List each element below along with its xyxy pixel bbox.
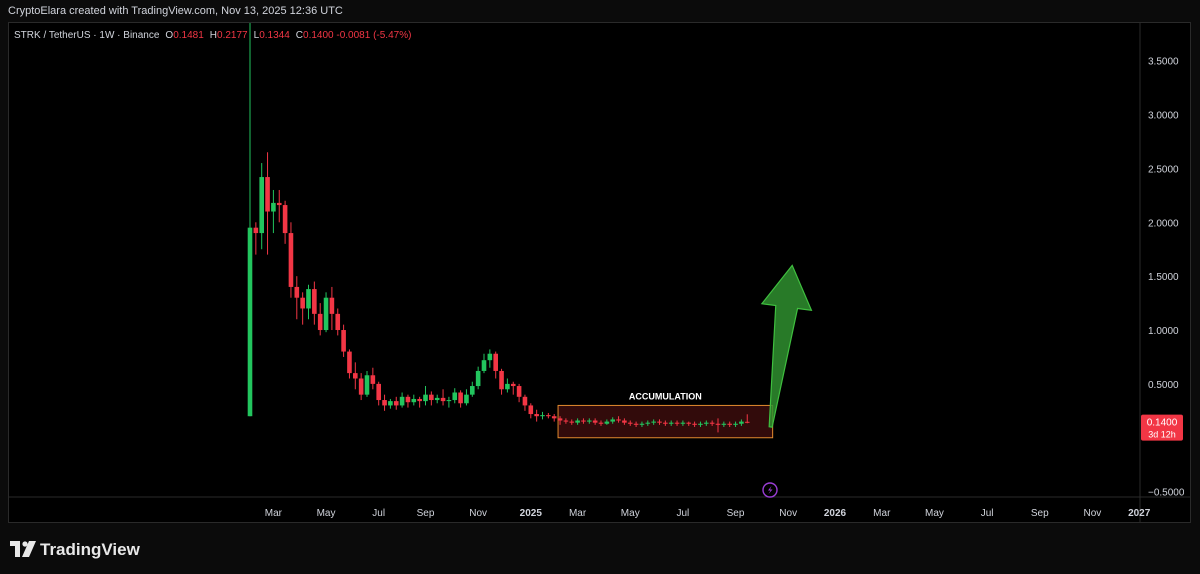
- open-value: 0.1481: [173, 30, 204, 41]
- symbol-label: STRK / TetherUS · 1W · Binance: [14, 30, 160, 41]
- open-label: O: [165, 30, 174, 41]
- close-value: 0.1400: [303, 30, 334, 41]
- chart-frame[interactable]: [8, 22, 1191, 523]
- change-value: -0.0081 (-5.47%): [336, 30, 412, 41]
- top-bar: CryptoElara created with TradingView.com…: [0, 0, 1200, 22]
- bottom-bar: [0, 524, 1200, 574]
- symbol-legend: STRK / TetherUS · 1W · Binance O0.1481 H0.…: [14, 30, 411, 41]
- low-label: L: [253, 30, 260, 41]
- tradingview-brand[interactable]: TradingView: [40, 540, 140, 559]
- tradingview-logo-icon: [10, 541, 36, 557]
- high-value: 0.2177: [217, 30, 248, 41]
- close-label: C: [295, 30, 304, 41]
- low-value: 0.1344: [259, 30, 290, 41]
- high-label: H: [209, 30, 218, 41]
- chart-credit: CryptoElara created with TradingView.com…: [8, 5, 343, 17]
